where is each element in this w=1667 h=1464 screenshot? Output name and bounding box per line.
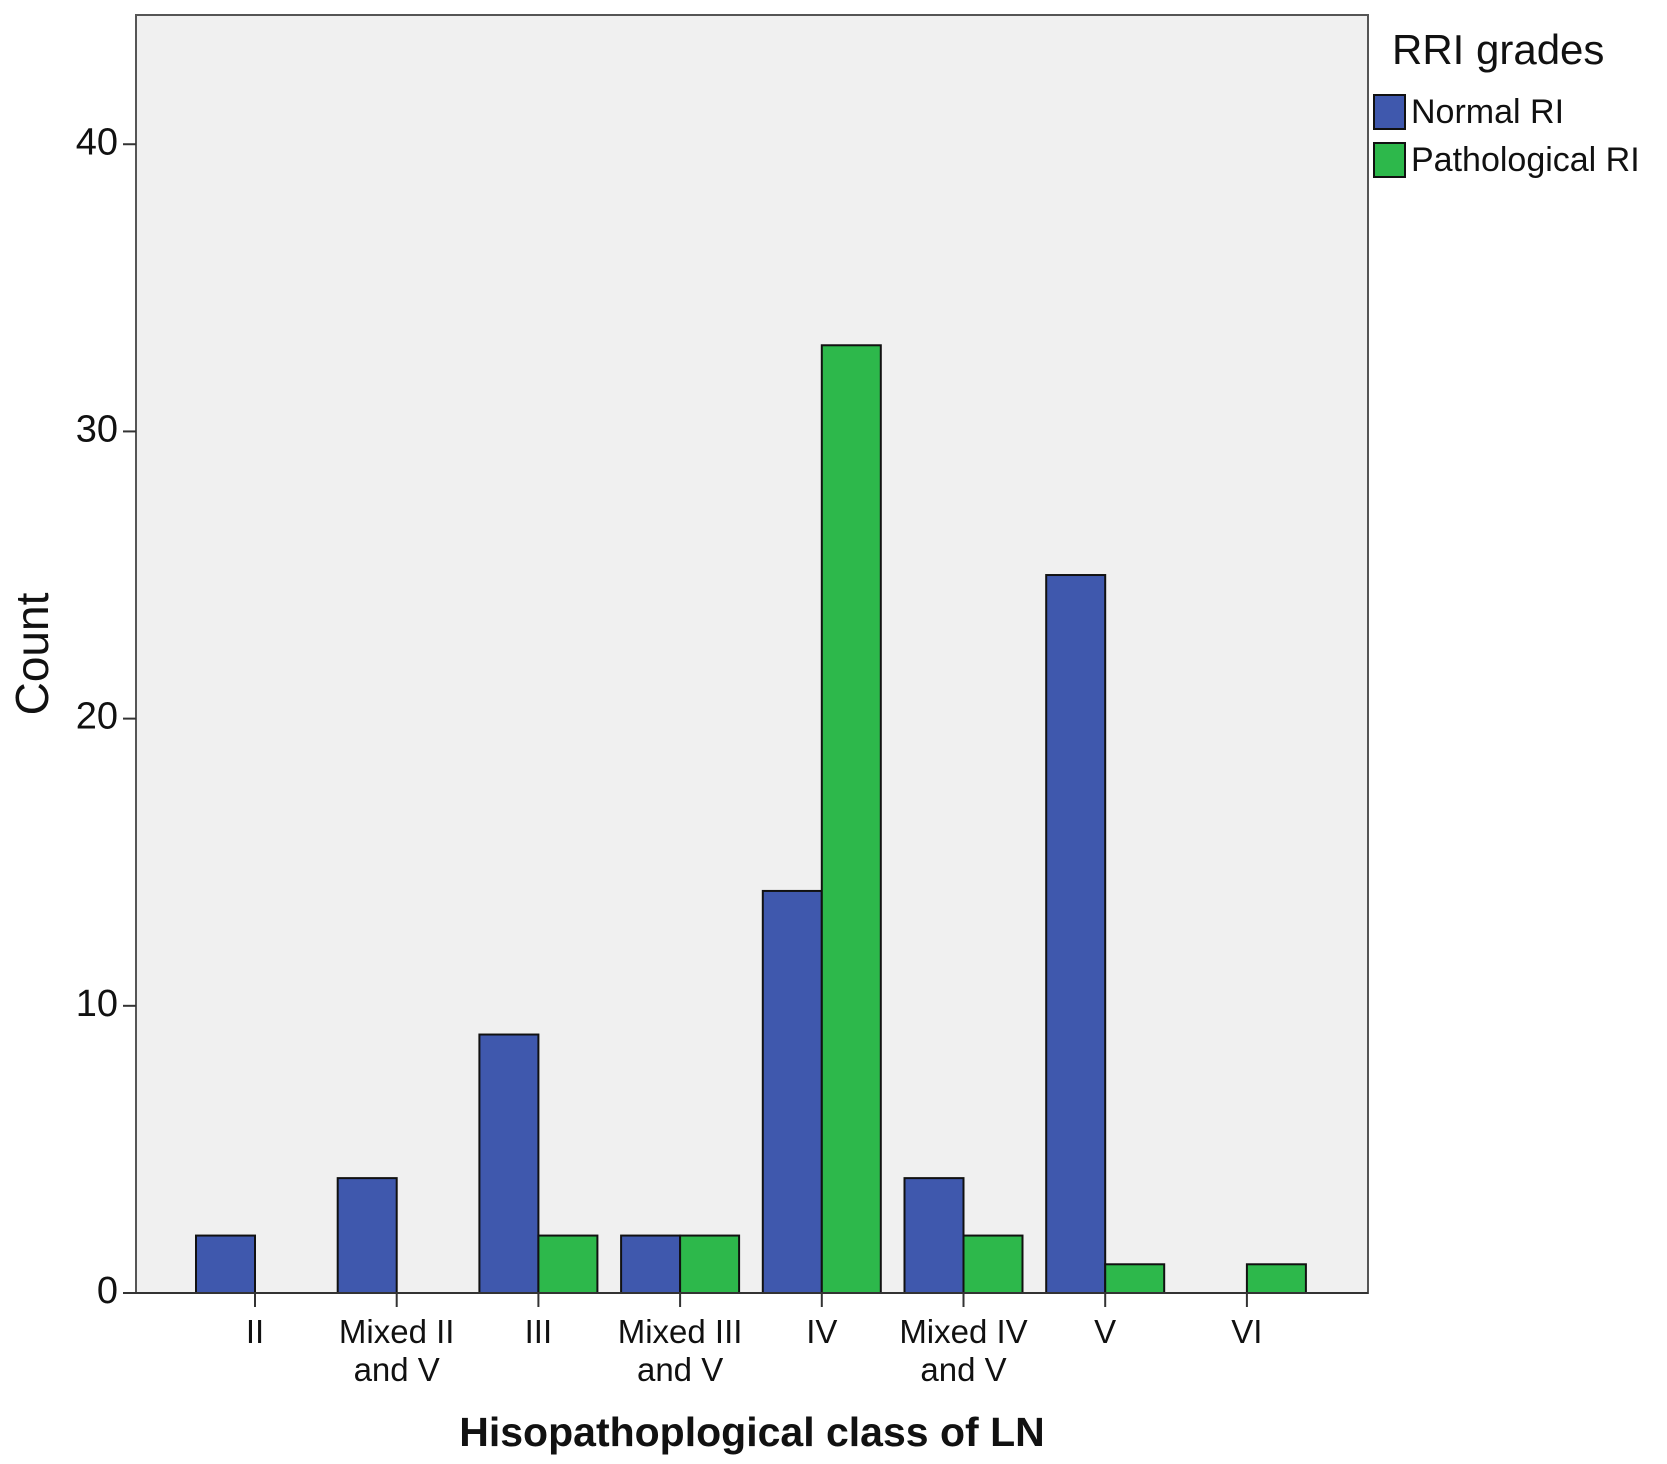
bar — [1245, 1263, 1307, 1294]
y-tick-label: 0 — [97, 1270, 118, 1312]
bar — [962, 1234, 1024, 1294]
legend-label: Normal RI — [1411, 93, 1564, 131]
legend-title: RRI grades — [1392, 26, 1604, 73]
y-tick-label: 10 — [76, 983, 118, 1025]
x-tick-label: III — [524, 1313, 553, 1350]
bar — [620, 1234, 682, 1294]
bar — [761, 889, 823, 1294]
x-tick-label: V — [1094, 1313, 1117, 1350]
legend-swatch — [1373, 94, 1406, 130]
bar — [820, 344, 882, 1294]
x-tick-label: IV — [806, 1313, 838, 1350]
bar — [1104, 1263, 1166, 1294]
bar — [478, 1033, 540, 1294]
bar — [1045, 574, 1107, 1294]
bar — [336, 1177, 398, 1294]
y-axis-title: Count — [6, 592, 58, 715]
y-tick-label: 40 — [76, 121, 118, 163]
x-tick-label: VI — [1231, 1313, 1263, 1350]
x-axis-title: Hisopathoplogical class of LN — [459, 1409, 1044, 1455]
x-tick-label: Mixed III and V — [617, 1313, 743, 1388]
legend-label: Pathological RI — [1411, 141, 1640, 179]
bar — [903, 1177, 965, 1294]
y-tick-label: 30 — [76, 408, 118, 450]
y-tick-label: 20 — [76, 696, 118, 738]
x-tick-label: II — [245, 1313, 265, 1350]
bar — [679, 1234, 741, 1294]
x-tick-label: Mixed IV and V — [899, 1313, 1028, 1388]
plot-area — [135, 14, 1369, 1294]
bar — [195, 1234, 256, 1294]
bar — [537, 1234, 599, 1294]
x-tick-label: Mixed II and V — [338, 1313, 455, 1388]
legend-swatch — [1373, 142, 1406, 178]
